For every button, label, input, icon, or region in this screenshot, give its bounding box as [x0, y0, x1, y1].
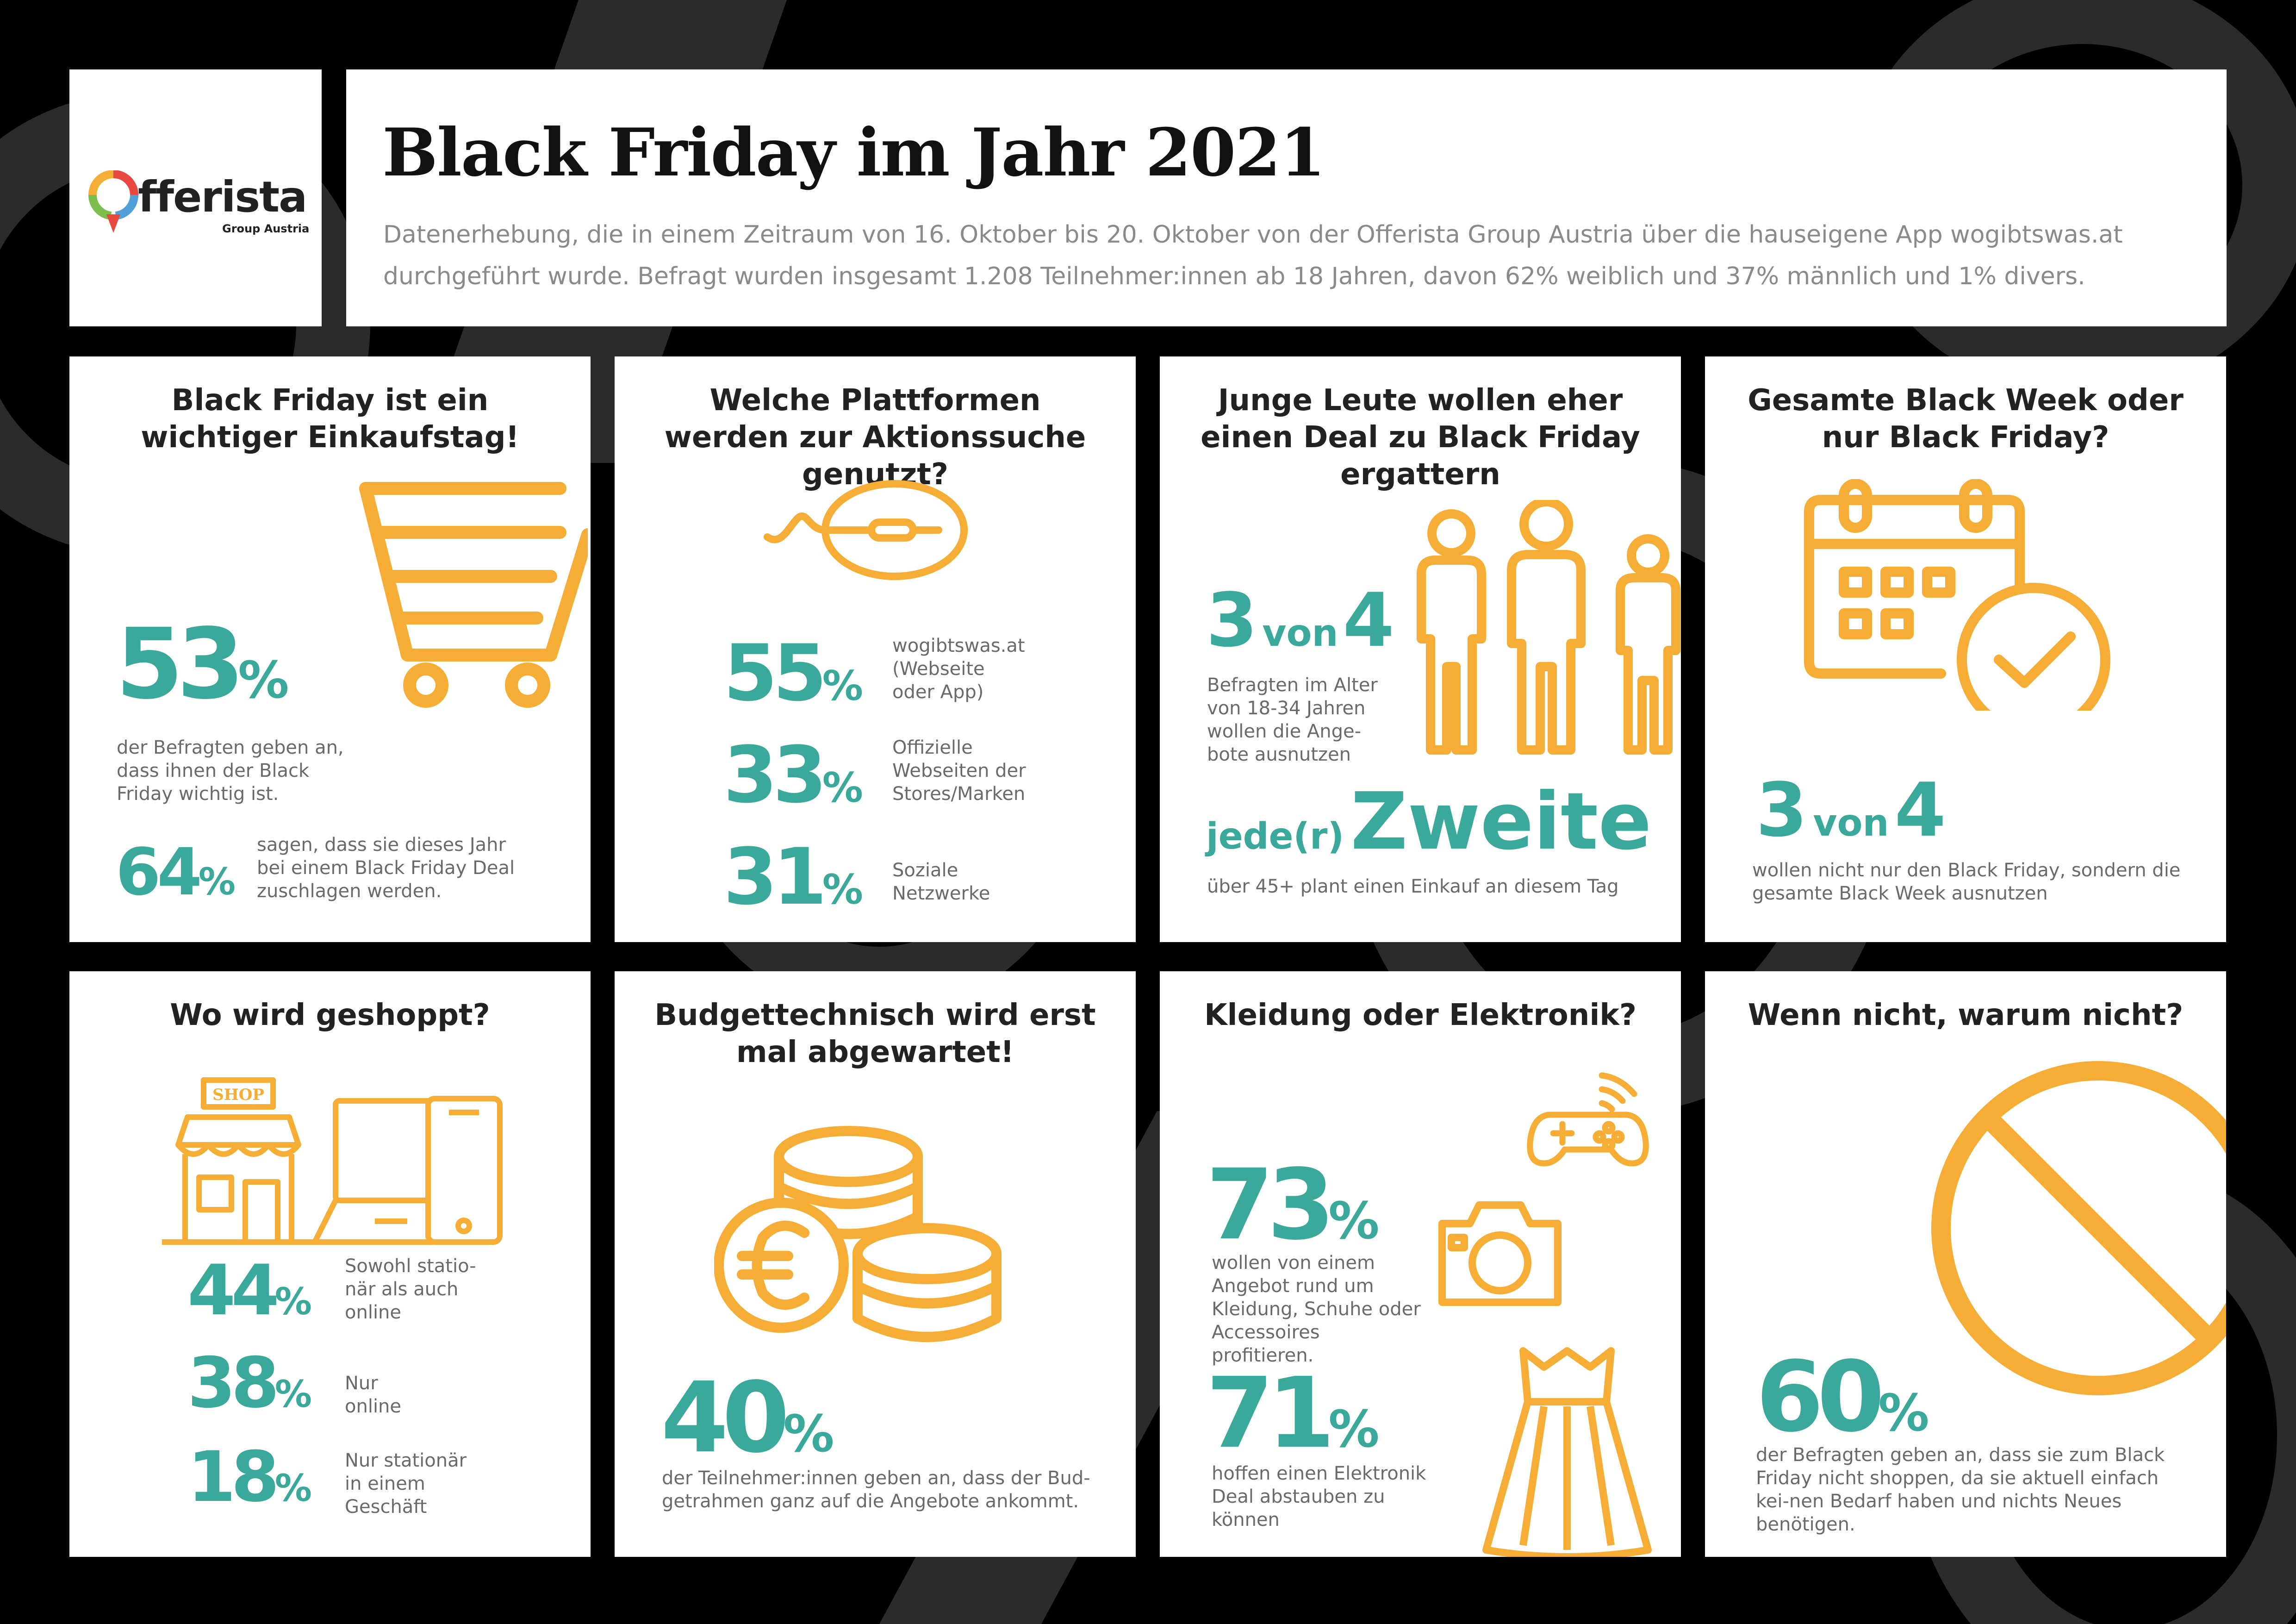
stat-label: Nur stationär in einem Geschäft: [345, 1450, 467, 1518]
stat-label: Nur online: [345, 1373, 402, 1417]
no-sign-icon: [1931, 1061, 2226, 1395]
logo-subtitle: Group Austria: [222, 222, 310, 235]
camera-icon: [1438, 1201, 1562, 1306]
card-clothing-electronics: Kleidung oder Elektronik? 73% wollen von…: [1160, 971, 1681, 1557]
euro-coins-icon: [714, 1126, 1002, 1342]
stat-label: wogibtswas.at (Webseite oder App): [892, 635, 1025, 703]
card-important-shopping-day: Black Friday ist ein wichtiger Einkaufst…: [69, 356, 591, 942]
logo-box: fferista Group Austria: [69, 69, 322, 326]
stat-label: Offizielle Webseiten der Stores/Marken: [892, 737, 1026, 805]
card-platforms: Welche Plattformen werden zur Aktionssuc…: [615, 356, 1136, 942]
stat-description: der Befragten geben an, dass sie zum Bla…: [1756, 1444, 2165, 1535]
card-young-people: Junge Leute wollen eher einen Deal zu Bl…: [1160, 356, 1681, 942]
card-title: Black Friday ist ein wichtiger Einkaufst…: [141, 383, 519, 455]
card-title: Junge Leute wollen eher einen Deal zu Bl…: [1201, 383, 1640, 492]
calendar-check-icon: [1804, 479, 2110, 711]
stat-value: 64%: [116, 835, 236, 910]
stat-label: Sowohl statio-när als auch online: [345, 1255, 476, 1323]
shop-sign-text: SHOP: [212, 1086, 264, 1104]
stat-value: 60%: [1756, 1340, 1929, 1454]
dress-icon: [1482, 1347, 1652, 1557]
card-title: Wenn nicht, warum nicht?: [1748, 998, 2184, 1032]
card-title: Wo wird geshoppt?: [170, 998, 490, 1032]
stat-description: der Befragten geben an, dass ihnen der B…: [117, 737, 344, 805]
card-title: Gesamte Black Week oder nur Black Friday…: [1748, 383, 2184, 455]
stat-description: hoffen einen Elektronik Deal abstauben z…: [1212, 1463, 1426, 1530]
stat-value: 73%: [1206, 1148, 1380, 1262]
stat-value: 71%: [1206, 1356, 1380, 1470]
shop-and-devices-icon: SHOP: [162, 1077, 503, 1245]
stat-value: 31%: [723, 831, 863, 922]
stat-description: der Teilnehmer:innen geben an, dass der …: [662, 1468, 1090, 1512]
page-title: Black Friday im Jahr 2021: [382, 114, 1325, 191]
stat-value: 38%: [187, 1343, 312, 1424]
stat-value: 53%: [116, 607, 289, 721]
offerista-logo-icon: [88, 170, 139, 233]
stat-ratio: 3 von4: [1756, 767, 1946, 853]
card-where-shopping: Wo wird geshoppt? SHOP 44% Sowohl statio…: [69, 971, 591, 1557]
shopping-cart-icon: [359, 482, 588, 708]
people-group-icon: [1417, 500, 1680, 755]
stat-description: über 45+ plant einen Einkauf an diesem T…: [1207, 876, 1619, 897]
card-why-not: Wenn nicht, warum nicht? 60% der Befragt…: [1705, 971, 2226, 1557]
stat-value: 40%: [661, 1361, 834, 1474]
card-budget: Budgettechnisch wird erst mal abgewartet…: [615, 971, 1136, 1557]
computer-mouse-icon: [764, 480, 968, 580]
stat-value: 44%: [187, 1250, 312, 1331]
stat-description: Befragten im Alter von 18-34 Jahren woll…: [1207, 675, 1378, 765]
stat-value: 18%: [187, 1437, 312, 1518]
card-black-week: Gesamte Black Week oder nur Black Friday…: [1705, 356, 2226, 942]
stat-every-second: jede(r)Zweite: [1206, 776, 1652, 868]
page-subtitle-line2: durchgeführt wurde. Befragt wurden insge…: [383, 262, 2085, 290]
stat-description: wollen von einem Angebot rund um Kleidun…: [1212, 1252, 1421, 1366]
card-title: Budgettechnisch wird erst mal abgewartet…: [654, 998, 1096, 1069]
game-controller-icon: [1527, 1072, 1649, 1167]
stat-ratio: 3 von4: [1206, 577, 1394, 663]
stat-value: 55%: [723, 628, 863, 718]
stat-label: Soziale Netzwerke: [892, 860, 990, 904]
header-box: Black Friday im Jahr 2021 Datenerhebung,…: [346, 69, 2227, 326]
page-subtitle-line1: Datenerhebung, die in einem Zeitraum von…: [383, 221, 2123, 249]
logo-wordmark: fferista: [138, 172, 307, 222]
stat-value: 33%: [723, 730, 863, 820]
stat-description: sagen, dass sie dieses Jahr bei einem Bl…: [257, 834, 515, 902]
card-title: Kleidung oder Elektronik?: [1204, 998, 1636, 1032]
stat-description: wollen nicht nur den Black Friday, sonde…: [1752, 860, 2181, 904]
